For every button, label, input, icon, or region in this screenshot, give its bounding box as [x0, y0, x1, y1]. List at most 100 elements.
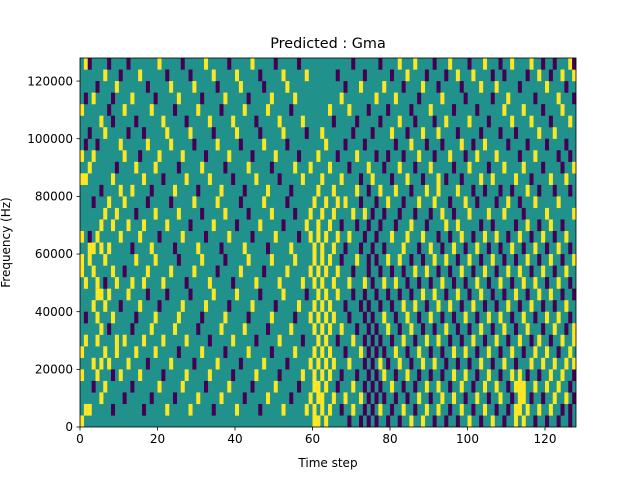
- heatmap-cell: [343, 138, 348, 151]
- heatmap-cell: [440, 311, 445, 324]
- heatmap-cell: [405, 311, 410, 324]
- heatmap-cell: [490, 69, 495, 82]
- heatmap-cell: [506, 230, 511, 243]
- heatmap-cell: [266, 323, 271, 335]
- heatmap-cell: [176, 161, 181, 174]
- heatmap-cell: [386, 357, 391, 370]
- heatmap-cell: [285, 138, 290, 151]
- heatmap-cell: [560, 369, 565, 382]
- heatmap-cell: [285, 357, 290, 370]
- heatmap-cell: [362, 138, 367, 151]
- heatmap-cell: [111, 115, 116, 128]
- heatmap-cell: [122, 104, 127, 116]
- heatmap-cell: [324, 138, 329, 151]
- heatmap-cell: [517, 150, 522, 162]
- heatmap-cell: [99, 288, 104, 301]
- heatmap-cell: [80, 230, 85, 243]
- heatmap-cell: [134, 207, 139, 220]
- heatmap-cell: [149, 184, 154, 197]
- heatmap-cell: [347, 161, 352, 174]
- heatmap-cell: [378, 265, 383, 278]
- heatmap-cell: [103, 69, 108, 82]
- heatmap-cell: [370, 334, 375, 347]
- heatmap-cell: [467, 254, 472, 266]
- heatmap-cell: [463, 311, 468, 324]
- heatmap-cell: [95, 369, 100, 382]
- heatmap-cell: [378, 334, 383, 347]
- heatmap-cell: [502, 357, 507, 370]
- heatmap-cell: [362, 334, 367, 347]
- heatmap-cell: [246, 161, 251, 174]
- heatmap-cell: [502, 323, 507, 335]
- heatmap-cell: [533, 311, 538, 324]
- heatmap-cell: [428, 346, 433, 358]
- heatmap-cell: [269, 92, 274, 105]
- heatmap-cell: [502, 207, 507, 220]
- x-tick-label: 40: [227, 432, 242, 446]
- heatmap-cell: [459, 380, 464, 393]
- heatmap-cell: [192, 81, 197, 93]
- heatmap-cell: [382, 369, 387, 382]
- heatmap-cell: [138, 369, 143, 382]
- heatmap-cell: [258, 127, 263, 139]
- heatmap-cell: [328, 161, 333, 174]
- heatmap-cell: [91, 357, 96, 370]
- heatmap-cell: [308, 207, 313, 220]
- heatmap-cell: [413, 403, 418, 416]
- heatmap-cell: [366, 323, 371, 335]
- heatmap-cell: [506, 403, 511, 416]
- heatmap-cell: [273, 300, 278, 312]
- heatmap-cell: [452, 161, 457, 174]
- heatmap-cell: [537, 184, 542, 197]
- heatmap-cell: [293, 346, 298, 358]
- heatmap-cell: [397, 288, 402, 301]
- heatmap-cell: [498, 277, 503, 289]
- heatmap-cell: [126, 288, 131, 301]
- heatmap-cell: [444, 288, 449, 301]
- heatmap-cell: [448, 230, 453, 243]
- heatmap-cell: [204, 58, 209, 70]
- heatmap-cell: [471, 184, 476, 197]
- heatmap-cell: [250, 150, 255, 162]
- heatmap-cell: [436, 300, 441, 312]
- heatmap-cell: [560, 161, 565, 174]
- heatmap-cell: [572, 69, 577, 82]
- heatmap-cell: [130, 323, 135, 335]
- heatmap-cell: [297, 380, 302, 393]
- heatmap-cell: [475, 150, 480, 162]
- heatmap-cell: [432, 196, 437, 209]
- heatmap-cell: [343, 81, 348, 93]
- heatmap-cell: [564, 173, 569, 185]
- heatmap-cell: [448, 265, 453, 278]
- heatmap-cell: [134, 346, 139, 358]
- heatmap-cell: [192, 265, 197, 278]
- heatmap-cell: [506, 380, 511, 393]
- heatmap-cell: [421, 81, 426, 93]
- heatmap-cell: [514, 403, 519, 416]
- heatmap-cell: [161, 115, 166, 128]
- heatmap-cell: [393, 92, 398, 105]
- heatmap-cell: [254, 369, 259, 382]
- heatmap-cell: [339, 173, 344, 185]
- heatmap-cell: [479, 323, 484, 335]
- heatmap-cell: [471, 380, 476, 393]
- heatmap-cell: [568, 150, 573, 162]
- heatmap-cell: [293, 311, 298, 324]
- heatmap-cell: [401, 150, 406, 162]
- heatmap-cell: [568, 403, 573, 416]
- heatmap-cell: [417, 346, 422, 358]
- heatmap-cell: [556, 92, 561, 105]
- heatmap-cell: [269, 311, 274, 324]
- heatmap-cell: [176, 92, 181, 105]
- heatmap-cell: [320, 369, 325, 382]
- heatmap-cell: [262, 138, 267, 151]
- heatmap-cell: [153, 92, 158, 105]
- heatmap-cell: [370, 380, 375, 393]
- heatmap-cell: [436, 265, 441, 278]
- heatmap-cell: [564, 392, 569, 405]
- heatmap-cell: [184, 369, 189, 382]
- heatmap-cell: [494, 230, 499, 243]
- heatmap-cell: [444, 254, 449, 266]
- heatmap-cell: [215, 81, 220, 93]
- heatmap-cell: [180, 380, 185, 393]
